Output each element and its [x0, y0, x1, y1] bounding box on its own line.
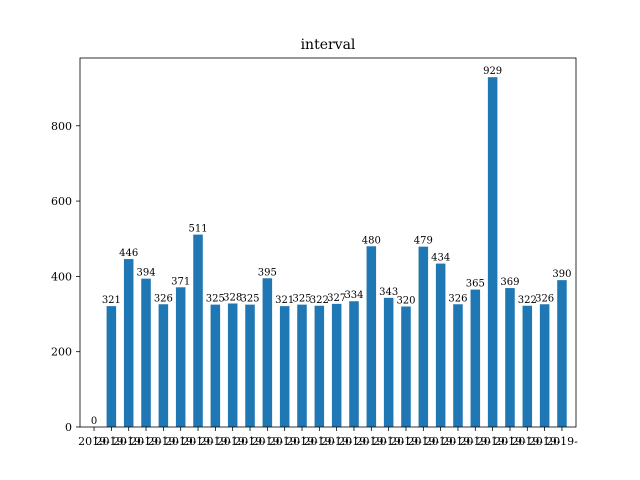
x-tick-label: 2019-: [269, 435, 301, 448]
data-label: 446: [119, 248, 138, 259]
bar: [435, 263, 446, 427]
x-tick-label: 2019-: [425, 435, 457, 448]
bar: [279, 306, 290, 427]
x-tick-label: 2019-: [182, 435, 214, 448]
x-tick-label: 2019-: [373, 435, 405, 448]
bar: [383, 297, 394, 427]
bar: [141, 278, 151, 427]
data-label: 479: [414, 236, 433, 247]
data-label: 395: [258, 267, 277, 278]
x-tick-label: 2019-: [459, 435, 491, 448]
x-tick-label: 2019-: [442, 435, 474, 448]
data-label: 369: [500, 277, 519, 288]
data-label: 328: [223, 292, 242, 303]
bar: [418, 246, 429, 427]
y-tick-label: 800: [51, 120, 72, 133]
bar: [349, 301, 359, 427]
x-tick-label: 2019-: [511, 435, 543, 448]
data-label: 322: [310, 295, 329, 306]
data-label: 511: [188, 224, 207, 235]
data-label: 327: [327, 293, 346, 304]
bar: [557, 280, 567, 427]
bar: [331, 303, 342, 427]
x-tick-label: 2019-: [494, 435, 526, 448]
x-tick-label: 2019-: [96, 435, 128, 448]
x-tick-label: 2019-: [355, 435, 387, 448]
data-label: 326: [448, 293, 467, 304]
x-tick-label: 2019-: [78, 435, 110, 448]
x-tick-label: 2019-: [148, 435, 180, 448]
x-tick-label: 2019-: [234, 435, 266, 448]
x-tick-label: 2019-: [251, 435, 283, 448]
x-tick-label: 2019-: [113, 435, 145, 448]
x-tick-label: 2019-: [321, 435, 353, 448]
data-label: 365: [466, 279, 485, 290]
x-tick-label: 2019-: [477, 435, 509, 448]
x-tick-label: 2019-: [546, 435, 578, 448]
data-label: 325: [292, 294, 311, 305]
bar: [193, 234, 203, 427]
x-tick-label: 2019-: [529, 435, 561, 448]
data-label: 434: [431, 253, 450, 264]
bar: [245, 304, 255, 427]
bar: [539, 304, 550, 427]
data-label: 322: [518, 295, 537, 306]
x-tick-label: 2019-: [303, 435, 335, 448]
data-label: 334: [344, 290, 363, 301]
plot-area: 0321446394326371511325328325395321325322…: [51, 57, 578, 448]
bar: [106, 306, 117, 427]
x-tick-label: 2019-: [130, 435, 162, 448]
data-label: 929: [483, 66, 502, 77]
data-label: 326: [535, 293, 554, 304]
bar: [297, 304, 307, 427]
bar: [487, 77, 498, 427]
data-label: 325: [206, 294, 225, 305]
data-label: 390: [552, 269, 571, 280]
bar: [175, 287, 186, 427]
y-tick-label: 0: [65, 421, 72, 434]
bar: [158, 304, 169, 427]
y-tick-label: 600: [51, 195, 72, 208]
data-label: 325: [240, 294, 259, 305]
bar: [123, 259, 134, 427]
y-tick-label: 400: [51, 270, 72, 283]
bar: [210, 304, 221, 427]
data-label: 371: [171, 276, 190, 287]
x-tick-label: 2019-: [407, 435, 439, 448]
x-tick-label: 2019-: [286, 435, 318, 448]
bar: [505, 288, 515, 427]
bar: [453, 304, 463, 427]
y-tick-label: 200: [51, 346, 72, 359]
bar: [366, 246, 377, 427]
data-label: 321: [102, 295, 121, 306]
data-label: 480: [362, 235, 381, 246]
axes-frame: [79, 57, 577, 428]
bar: [401, 306, 411, 427]
data-label: 0: [91, 416, 97, 427]
x-tick-label: 2019-: [338, 435, 370, 448]
bar: [262, 278, 273, 427]
bar: [314, 305, 325, 427]
x-tick-label: 2019-: [217, 435, 249, 448]
data-label: 343: [379, 287, 398, 298]
data-label: 321: [275, 295, 294, 306]
bar: [227, 303, 238, 427]
data-label: 320: [396, 296, 415, 307]
data-label: 394: [136, 268, 155, 279]
x-tick-label: 2019-: [390, 435, 422, 448]
bar: [522, 305, 533, 427]
bar: [470, 289, 481, 427]
chart-title: interval: [301, 37, 356, 53]
data-label: 326: [154, 293, 173, 304]
x-tick-label: 2019-: [165, 435, 197, 448]
x-tick-label: 2019-: [199, 435, 231, 448]
